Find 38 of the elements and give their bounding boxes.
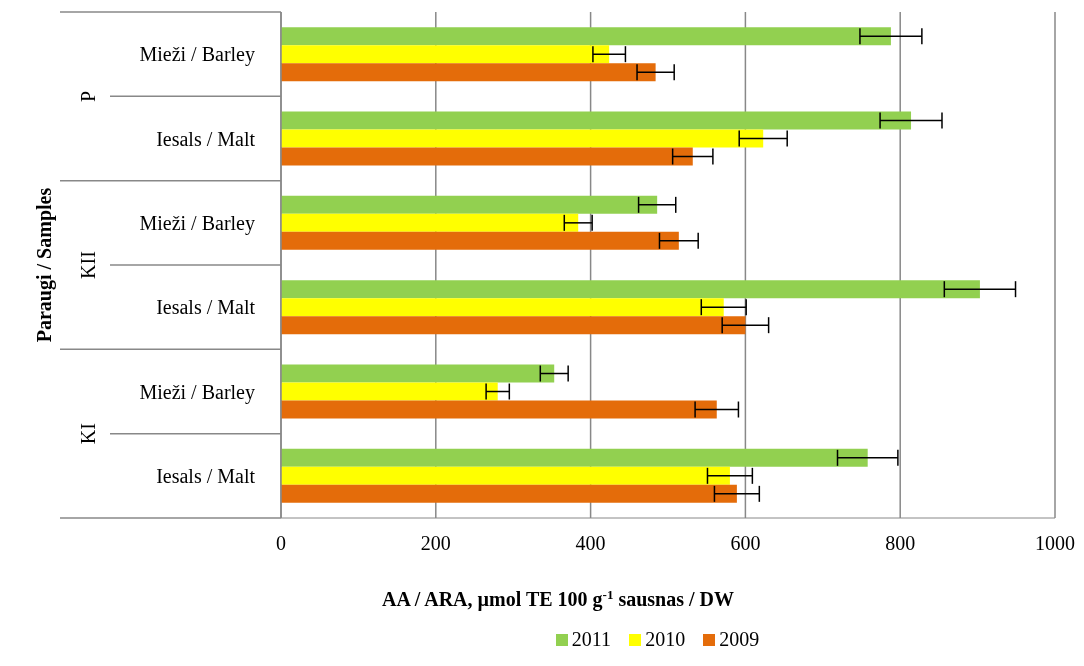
bar <box>281 231 679 250</box>
bar <box>281 27 891 46</box>
x-tick-label: 800 <box>885 532 916 555</box>
x-axis-title: AA / ARA, µmol TE 100 g$^{-1}$ sausnas / DW <box>381 586 735 611</box>
x-tick-label: 200 <box>420 532 451 555</box>
bar <box>281 484 737 503</box>
y-tick-label: Iesals / Malt <box>156 127 256 150</box>
bar <box>281 298 724 317</box>
bar <box>281 63 656 82</box>
bar <box>281 316 746 335</box>
bar <box>281 400 717 419</box>
bar <box>281 364 555 383</box>
y-tick-label: Mieži / Barley <box>139 43 255 67</box>
y-tick-label: Mieži / Barley <box>139 211 255 235</box>
y-tick-label: Iesals / Malt <box>156 464 256 487</box>
bar <box>281 111 912 130</box>
bar <box>281 448 868 467</box>
bar <box>281 382 498 401</box>
legend-label: 2010 <box>644 628 686 651</box>
x-tick-label: 0 <box>276 532 286 555</box>
text: KI <box>77 423 99 445</box>
legend-label: 2009 <box>718 628 760 651</box>
bar <box>281 213 579 232</box>
x-tick-label: 1000 <box>1035 532 1075 555</box>
x-tick-label: 600 <box>730 532 761 555</box>
text: KII <box>77 251 99 279</box>
bar <box>281 147 693 166</box>
bar <box>281 195 658 214</box>
legend-label: 2011 <box>570 628 612 651</box>
y-tick-label: Mieži / Barley <box>139 380 255 404</box>
bar <box>281 45 610 64</box>
bar <box>281 280 980 299</box>
x-tick-label: 400 <box>575 532 606 555</box>
y-tick-label: Iesals / Malt <box>156 296 256 319</box>
bar <box>281 466 730 485</box>
y-axis-title: Paraugi / Samples <box>33 187 56 343</box>
bar <box>281 129 764 148</box>
text: P <box>77 90 99 102</box>
